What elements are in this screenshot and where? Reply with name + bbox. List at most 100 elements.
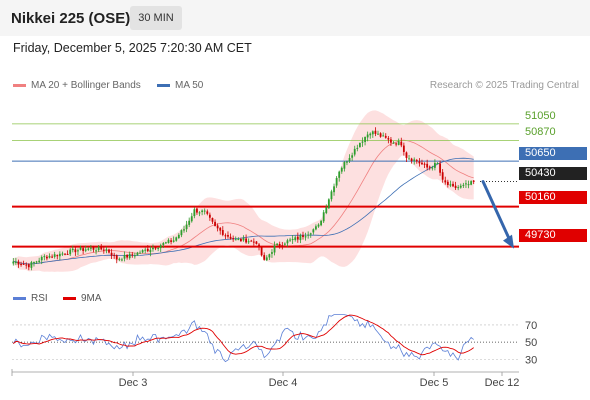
candle-body — [302, 235, 304, 238]
candle-body — [304, 236, 307, 238]
candle-body — [245, 238, 247, 243]
candle-body — [131, 254, 134, 256]
candle-body — [56, 255, 59, 257]
candle-body — [395, 143, 398, 145]
candle-body — [203, 210, 206, 212]
candle-body — [449, 184, 452, 186]
candle-body — [439, 163, 441, 173]
candle-body — [172, 240, 175, 242]
candle-body — [229, 236, 232, 239]
candle-body — [219, 227, 222, 231]
candle-body — [82, 248, 85, 251]
candle-body — [227, 235, 229, 237]
candle-body — [113, 254, 116, 256]
candle-body — [444, 180, 447, 183]
candle-body — [397, 141, 400, 145]
legend-label-ma50: MA 50 — [175, 80, 204, 91]
candle-body — [157, 247, 160, 249]
candle-body — [53, 254, 56, 257]
candle-body — [446, 181, 449, 186]
candle-body — [22, 263, 25, 265]
candle-body — [144, 249, 147, 251]
candle-body — [183, 229, 185, 231]
candle-body — [206, 211, 209, 214]
timeframe-button[interactable]: 30 MIN — [130, 6, 182, 30]
candle-body — [146, 248, 149, 252]
candle-body — [327, 199, 330, 209]
candle-body — [346, 161, 348, 163]
legend-label-rsi: RSI — [31, 293, 48, 304]
candle-body — [136, 252, 139, 256]
candle-body — [74, 249, 77, 253]
candle-body — [247, 241, 250, 243]
candle-body — [423, 163, 426, 165]
candle-body — [387, 138, 390, 140]
candle-body — [379, 133, 382, 137]
candle-body — [40, 256, 43, 261]
candle-body — [121, 259, 123, 261]
candle-body — [242, 238, 245, 241]
candle-body — [250, 240, 253, 242]
candle-body — [384, 135, 387, 138]
candle-body — [108, 249, 110, 253]
candle-body — [467, 184, 470, 186]
candle-body — [452, 183, 454, 187]
candle-body — [415, 160, 418, 162]
candle-body — [353, 148, 356, 155]
rsi-tick-label: 30 — [525, 354, 537, 366]
candle-body — [175, 237, 178, 241]
candle-body — [351, 155, 354, 158]
candle-body — [211, 218, 214, 222]
candle-body — [97, 246, 100, 251]
candle-body — [252, 241, 255, 243]
candle-body — [312, 229, 315, 233]
candle-body — [154, 247, 157, 249]
legend-swatch-9ma — [63, 296, 76, 300]
candle-body — [356, 147, 359, 149]
candle-body — [224, 235, 227, 237]
candle-body — [258, 244, 260, 247]
candle-body — [149, 249, 152, 253]
candle-body — [71, 248, 74, 251]
candle-body — [35, 261, 38, 263]
candle-body — [273, 245, 276, 253]
candle-body — [340, 167, 343, 172]
candle-body — [188, 220, 191, 225]
candle-body — [77, 250, 79, 252]
candle-body — [139, 252, 141, 254]
legend-ma50: MA 50 — [157, 80, 203, 91]
candle-body — [374, 130, 377, 134]
candle-body — [201, 210, 204, 213]
candle-body — [330, 191, 333, 200]
candle-body — [286, 240, 289, 244]
rsi-9ma-line — [13, 314, 474, 356]
candle-body — [299, 235, 302, 241]
candle-body — [462, 184, 465, 186]
candle-body — [377, 133, 379, 135]
candle-body — [64, 253, 66, 255]
candle-body — [185, 224, 188, 230]
x-tick-label: Dec 4 — [269, 377, 298, 389]
candle-body — [309, 233, 312, 235]
candle-body — [472, 180, 475, 182]
chart-credit: Research © 2025 Trading Central — [429, 80, 579, 91]
candle-body — [180, 230, 183, 236]
candle-body — [89, 247, 92, 249]
legend-ma20-bollinger: MA 20 + Bollinger Bands — [13, 80, 141, 91]
rsi-line — [12, 314, 474, 363]
candle-body — [164, 242, 167, 244]
candle-body — [69, 249, 72, 255]
candle-body — [126, 254, 129, 258]
candle-body — [79, 247, 82, 250]
candle-body — [454, 185, 457, 188]
legend-label-ma20: MA 20 + Bollinger Bands — [31, 80, 141, 91]
legend-swatch-ma50 — [157, 83, 170, 87]
candle-body — [410, 158, 413, 161]
candle-body — [421, 162, 423, 165]
ma20-line — [13, 139, 474, 265]
candle-body — [343, 162, 346, 169]
legend-rsi: RSI — [13, 293, 48, 304]
candle-body — [102, 249, 105, 251]
level-label-50870: 50870 — [525, 126, 556, 138]
